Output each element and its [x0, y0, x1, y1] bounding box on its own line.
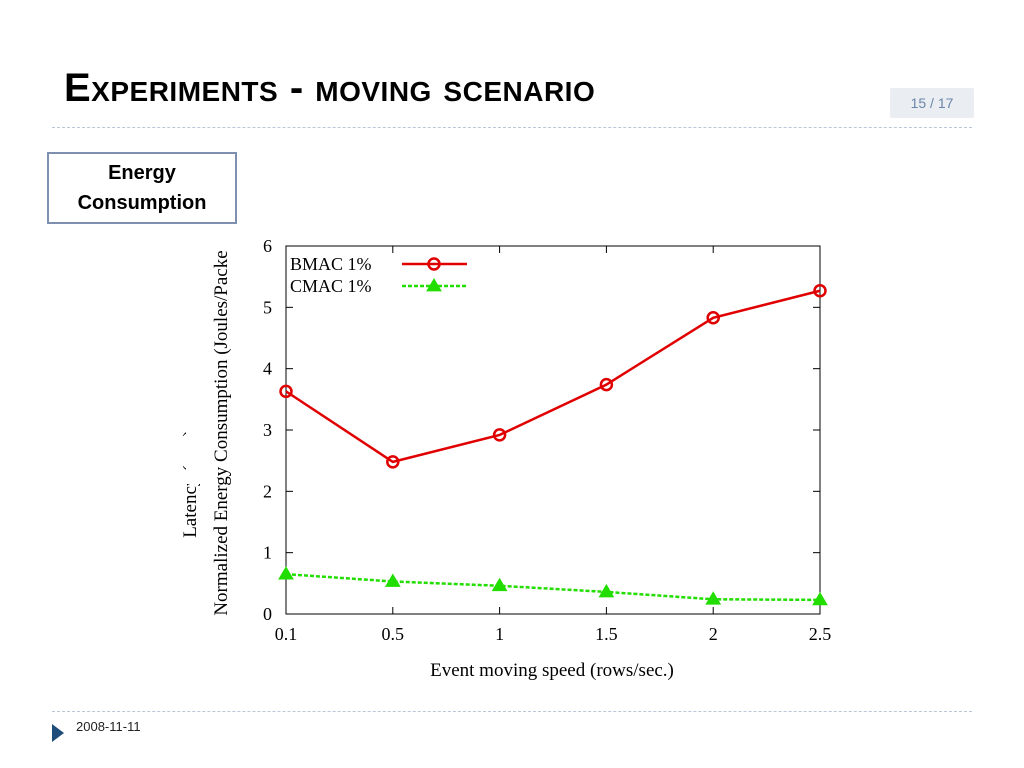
y-axis-label: Normalized Energy Consumption (Joules/Pa… — [211, 250, 232, 615]
energy-consumption-line-chart: Latency (sec.) Normalized Energy Consump… — [180, 236, 831, 681]
y-tick-label: 1 — [263, 543, 272, 563]
footer-divider — [52, 711, 972, 712]
data-point-cmac-1 — [278, 566, 294, 580]
legend-label-cmac-1: CMAC 1% — [290, 276, 372, 296]
data-point-bmac-1 — [492, 428, 507, 442]
x-tick-label: 0.1 — [275, 624, 298, 644]
data-point-bmac-1 — [599, 377, 614, 392]
data-point-cmac-1 — [812, 591, 828, 606]
plot-frame — [285, 245, 821, 615]
data-point-bmac-1 — [386, 455, 400, 469]
page-counter: 15 / 17 — [890, 88, 974, 118]
y-label-mask — [186, 254, 212, 484]
legend-label-bmac-1: BMAC 1% — [290, 254, 372, 274]
series-line-cmac-1 — [285, 572, 821, 602]
x-tick-label: 2 — [709, 624, 718, 644]
x-tick-label: 2.5 — [809, 624, 832, 644]
x-tick-label: 1 — [495, 624, 504, 644]
footer-date: 2008-11-11 — [76, 719, 141, 734]
data-point-bmac-1 — [813, 284, 827, 298]
slide-title: Experiments - moving scenario — [64, 66, 596, 110]
y-tick-label: 6 — [263, 236, 272, 256]
energy-consumption-label: Energy Consumption — [77, 162, 207, 214]
y-tick-label: 5 — [263, 297, 272, 317]
x-tick-label: 0.5 — [382, 624, 405, 644]
y-tick-label: 3 — [263, 420, 272, 440]
data-point-cmac-1 — [598, 583, 615, 598]
legend-marker-bmac-1 — [427, 257, 441, 271]
x-axis-label: Event moving speed (rows/sec.) — [430, 660, 674, 681]
x-tick-label: 1.5 — [595, 624, 618, 644]
title-divider — [52, 127, 972, 128]
triangle-arrow-icon — [52, 724, 64, 742]
data-point-cmac-1 — [705, 591, 722, 605]
data-series — [278, 284, 828, 606]
data-point-cmac-1 — [384, 573, 401, 587]
axis-ticks: 0 1 2 3 4 5 6 0.1 0.5 1 1.5 2 2.5 — [263, 236, 831, 644]
data-point-cmac-1 — [491, 577, 508, 592]
data-point-bmac-1 — [706, 311, 720, 325]
legend: BMAC 1%CMAC 1% — [290, 254, 467, 296]
y-tick-label: 2 — [263, 481, 272, 501]
legend-marker-cmac-1 — [426, 278, 442, 292]
y-tick-label: 4 — [263, 359, 272, 379]
y-tick-label: 0 — [263, 604, 272, 624]
data-point-bmac-1 — [279, 384, 293, 399]
series-line-bmac-1 — [285, 289, 821, 464]
energy-consumption-label-box: Energy Consumption — [47, 152, 237, 224]
